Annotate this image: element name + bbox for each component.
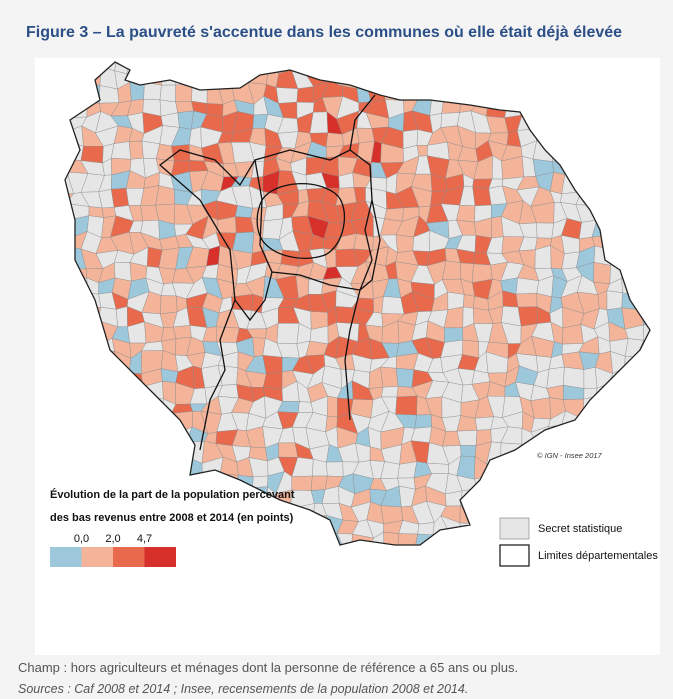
- commune: [417, 522, 435, 536]
- commune: [395, 234, 414, 253]
- commune: [583, 367, 598, 389]
- legend-label: Secret statistique: [538, 523, 622, 535]
- commune: [143, 81, 162, 101]
- commune: [414, 414, 432, 429]
- commune: [177, 110, 194, 130]
- commune: [397, 461, 418, 479]
- legend-swatch: [81, 547, 113, 567]
- commune: [383, 531, 399, 545]
- dept-border: [349, 94, 376, 151]
- footnote: Champ : hors agriculteurs et ménages don…: [18, 660, 519, 675]
- commune: [534, 245, 552, 270]
- commune: [312, 459, 328, 477]
- commune: [517, 306, 538, 327]
- commune: [456, 205, 476, 223]
- commune: [262, 355, 283, 375]
- commune: [456, 430, 478, 446]
- commune: [562, 324, 584, 345]
- commune: [530, 397, 551, 420]
- commune: [443, 327, 464, 343]
- commune: [397, 533, 418, 545]
- commune: [128, 140, 144, 160]
- commune: [536, 222, 554, 239]
- commune: [275, 87, 299, 104]
- sources: Sources : Caf 2008 et 2014 ; Insee, rece…: [18, 682, 469, 696]
- commune: [327, 395, 338, 418]
- commune: [356, 127, 375, 144]
- commune: [111, 141, 132, 160]
- legend-swatch: [113, 547, 145, 567]
- commune: [380, 366, 399, 388]
- legend-swatch: [499, 544, 530, 567]
- commune: [111, 188, 129, 208]
- commune: [296, 86, 315, 103]
- commune: [278, 442, 298, 458]
- legend-break: 4,7: [137, 533, 152, 545]
- legend-label: Limites départementales: [538, 550, 658, 562]
- dept-border: [234, 271, 273, 322]
- credit: © IGN - Insee 2017: [537, 451, 603, 460]
- commune: [563, 366, 585, 389]
- commune: [546, 366, 565, 389]
- dept-border: [344, 199, 381, 421]
- petite-couronne-border: [254, 149, 373, 291]
- commune: [462, 294, 476, 309]
- commune: [172, 325, 192, 339]
- legend-title: Évolution de la part de la population pe…: [50, 488, 295, 501]
- map-panel: © IGN - Insee 2017 Évolution de la part …: [35, 58, 660, 655]
- legend-title: des bas revenus entre 2008 et 2014 (en p…: [50, 512, 294, 524]
- commune: [115, 306, 128, 328]
- commune: [381, 296, 405, 315]
- commune: [310, 475, 328, 491]
- department-borders: [158, 94, 381, 451]
- commune: [175, 100, 194, 113]
- commune: [460, 445, 477, 457]
- legend-swatch: [499, 517, 530, 540]
- commune: [159, 84, 176, 103]
- commune: [326, 461, 344, 477]
- commune: [395, 395, 418, 416]
- commune: [80, 146, 104, 164]
- figure-title: Figure 3 – La pauvreté s'accentue dans l…: [26, 24, 623, 41]
- commune: [188, 126, 202, 149]
- commune: [309, 111, 329, 134]
- commune: [593, 262, 611, 284]
- commune: [515, 293, 538, 308]
- commune: [472, 186, 492, 207]
- legend-swatch: [144, 547, 176, 567]
- commune: [440, 112, 461, 128]
- commune: [297, 401, 314, 413]
- commune: [606, 290, 623, 311]
- legend-break: 2,0: [105, 533, 120, 545]
- commune: [276, 323, 300, 344]
- commune: [395, 368, 415, 388]
- commune: [381, 386, 399, 398]
- paris-border: [256, 183, 346, 259]
- dept-border: [158, 149, 256, 451]
- commune: [171, 144, 191, 162]
- commune: [160, 295, 178, 315]
- commune: [515, 277, 540, 295]
- commune: [252, 475, 269, 488]
- legend-scale: 0,0 2,0 4,7: [50, 533, 176, 567]
- commune: [416, 145, 428, 157]
- commune: [291, 475, 313, 491]
- legend-break: 0,0: [74, 533, 89, 545]
- region-outline: [64, 61, 651, 546]
- commune: [325, 132, 344, 148]
- commune: [232, 231, 255, 254]
- legend-swatch: [50, 547, 82, 567]
